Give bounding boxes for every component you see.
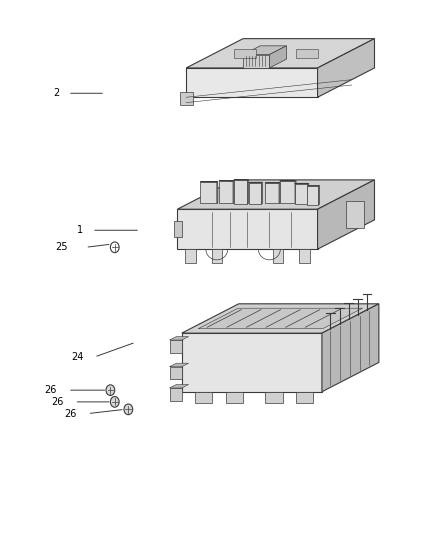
Polygon shape [265,183,279,204]
Polygon shape [170,336,189,340]
Polygon shape [318,39,374,97]
Polygon shape [279,183,280,204]
Circle shape [110,242,119,253]
Polygon shape [212,249,222,263]
Circle shape [106,385,115,395]
Polygon shape [170,363,189,367]
Text: 26: 26 [64,409,77,418]
Polygon shape [186,39,374,68]
Polygon shape [185,249,196,263]
Polygon shape [247,180,248,204]
Polygon shape [265,392,283,403]
Polygon shape [249,183,261,204]
Polygon shape [170,384,189,388]
Polygon shape [170,340,182,353]
Polygon shape [177,180,374,209]
Polygon shape [296,392,313,403]
Text: 26: 26 [51,397,64,407]
Polygon shape [200,182,217,204]
Polygon shape [170,388,182,401]
Polygon shape [307,186,318,205]
Polygon shape [295,181,296,204]
Polygon shape [295,184,308,204]
Text: 26: 26 [45,385,57,395]
Text: 2: 2 [53,88,59,98]
Polygon shape [198,308,362,329]
Polygon shape [273,249,283,263]
Polygon shape [279,181,295,204]
Polygon shape [182,333,322,392]
Polygon shape [269,46,286,68]
Polygon shape [226,392,243,403]
Circle shape [110,397,119,407]
Text: 25: 25 [55,243,68,252]
Polygon shape [243,55,269,68]
Polygon shape [186,68,318,97]
Polygon shape [322,304,379,392]
Polygon shape [299,249,310,263]
Polygon shape [296,49,318,58]
Polygon shape [234,180,247,204]
Polygon shape [346,201,364,228]
Polygon shape [180,92,193,106]
Polygon shape [170,367,182,379]
Polygon shape [318,185,319,205]
Polygon shape [318,180,374,249]
Polygon shape [177,209,318,249]
Polygon shape [233,181,234,204]
Text: 24: 24 [71,352,83,362]
Polygon shape [243,46,286,55]
Polygon shape [234,49,256,58]
Polygon shape [219,181,233,204]
Polygon shape [261,182,262,204]
Polygon shape [174,221,182,237]
Polygon shape [308,183,309,204]
Text: 1: 1 [77,225,83,235]
Polygon shape [195,392,212,403]
Polygon shape [217,182,218,204]
Circle shape [124,404,133,415]
Polygon shape [182,304,379,333]
